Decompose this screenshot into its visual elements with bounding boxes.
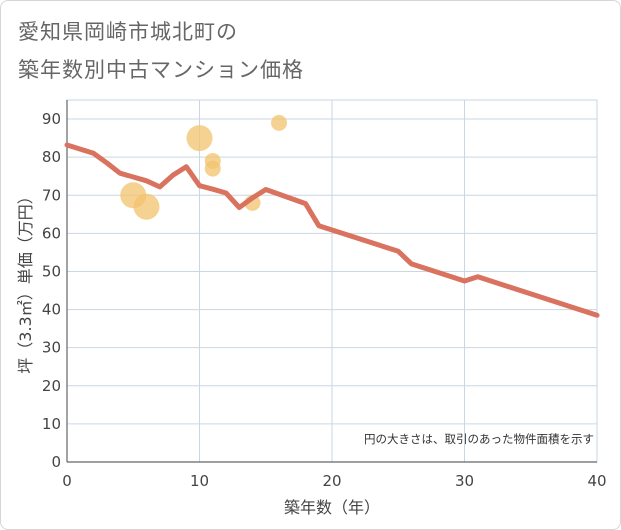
chart-title-line-2: 築年数別中古マンション価格 [18,58,304,82]
y-tick-label: 90 [42,110,61,128]
data-point [271,114,287,131]
chart-title-line-1: 愛知県岡崎市城北町の [18,20,238,44]
trend-line-path [64,142,600,318]
y-tick-label: 10 [42,415,61,433]
y-tick-label: 70 [42,186,61,204]
x-tick-label: 30 [455,472,474,490]
x-tick-label: 40 [587,472,606,490]
y-tick-label: 30 [42,339,61,357]
data-point [186,125,213,152]
y-axis-label: 坪（3.3㎡）単価（万円） [16,188,35,373]
data-point [204,160,221,177]
x-tick-labels: 0 10 20 30 40 [62,472,606,490]
y-tick-label: 80 [42,148,61,166]
data-point [133,193,160,220]
x-tick-label: 10 [190,472,209,490]
y-tick-label: 20 [42,377,61,395]
grid-lines [66,99,598,463]
x-tick-label: 0 [62,472,72,490]
trend-line [64,142,600,318]
y-tick-labels: 0 10 20 30 40 50 60 70 80 90 [42,110,61,471]
y-tick-label: 0 [51,453,61,471]
x-tick-label: 20 [322,472,341,490]
size-note: 円の大きさは、取引のあった物件面積を示す [364,432,594,446]
y-tick-label: 40 [42,301,61,319]
y-tick-label: 60 [42,224,61,242]
y-tick-label: 50 [42,262,61,280]
scatter-points [120,114,287,220]
x-axis-label: 築年数（年） [284,498,380,517]
